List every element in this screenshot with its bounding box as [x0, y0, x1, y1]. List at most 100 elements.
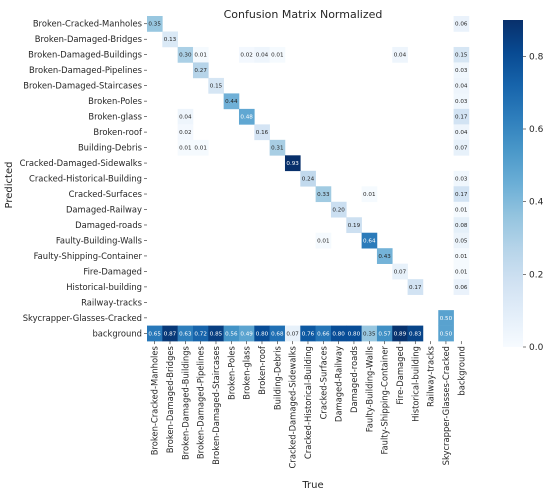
y-tick-label: Broken-Damaged-Bridges	[35, 34, 142, 44]
x-tick-label: Cracked-Historical-Building	[303, 346, 313, 459]
heatmap-cell	[453, 201, 470, 218]
heatmap-cell	[453, 108, 470, 125]
x-tick-label: Broken-Cracked-Manholes	[150, 346, 160, 455]
cell-value-label: 0.08	[455, 223, 468, 229]
x-tick-label: Damaged-roads	[349, 346, 359, 413]
cell-value-label: 0.56	[225, 331, 238, 337]
x-tick-label: Damaged-Railway	[334, 346, 344, 422]
cell-value-label: 0.50	[440, 331, 453, 337]
x-tick-label: Faulty-Shipping-Container	[380, 346, 390, 455]
cell-value-label: 0.20	[332, 208, 345, 214]
cell-value-label: 0.02	[240, 53, 252, 59]
colorbar-tick-label: 0.4	[529, 198, 544, 208]
cell-value-label: 0.03	[455, 177, 468, 183]
heatmap-cell	[192, 62, 209, 79]
heatmap-cell	[147, 325, 163, 342]
cell-value-label: 0.93	[286, 161, 299, 167]
heatmap-cell	[208, 325, 224, 342]
heatmap-cell	[315, 325, 332, 342]
heatmap-cell	[392, 46, 408, 63]
cell-value-label: 0.80	[348, 331, 361, 337]
cell-value-label: 0.17	[455, 192, 468, 198]
heatmap-cell	[238, 108, 255, 125]
heatmap-cell	[254, 325, 270, 342]
heatmap-cell	[330, 201, 347, 218]
x-tick-labels: Broken-Cracked-Manholes Broken-Damaged-Br…	[150, 341, 466, 468]
heatmap-cell	[147, 16, 163, 32]
colorbar-tick-label: 0.8	[529, 52, 544, 62]
y-tick-label: Skycrapper-Glasses-Cracked	[23, 313, 142, 323]
y-axis-label: Predicted	[4, 162, 15, 209]
y-tick-label: Railway-tracks	[81, 297, 142, 307]
y-tick-label: background	[92, 328, 142, 338]
heatmap-cell	[453, 263, 470, 280]
x-tick-label: Broken-glass	[242, 346, 252, 400]
cell-value-label: 0.13	[164, 37, 177, 43]
y-tick-label: Broken-roof	[93, 127, 143, 137]
heatmap-cell	[361, 232, 378, 249]
cell-value-label: 0.02	[179, 130, 191, 136]
heatmap-cells	[147, 16, 470, 342]
y-tick-label: Building-Debris	[78, 143, 142, 153]
heatmap-cell	[361, 325, 378, 342]
colorbar-gradient	[503, 20, 523, 347]
heatmap-cell	[254, 46, 270, 63]
cell-value-label: 0.57	[378, 331, 391, 337]
heatmap-cell	[177, 139, 194, 156]
cell-value-label: 0.15	[210, 84, 223, 90]
heatmap-cell	[453, 279, 470, 295]
cell-value-label: 0.66	[317, 331, 330, 337]
heatmap-cell	[376, 325, 393, 342]
heatmap-cell	[453, 248, 470, 264]
cell-value-label: 0.07	[286, 331, 299, 337]
heatmap-cell	[162, 31, 178, 48]
y-tick-labels: Broken-Cracked-Manholes Broken-Damaged-Br…	[20, 19, 147, 338]
x-tick-label: Historical-building	[410, 346, 420, 422]
y-tick-label: Cracked-Damaged-Sidewalks	[20, 158, 142, 168]
cell-value-label: 0.31	[271, 146, 284, 152]
heatmap-cell	[453, 139, 470, 156]
heatmap-cell	[346, 217, 362, 234]
heatmap-cell	[453, 62, 470, 79]
heatmap-cell	[330, 325, 347, 342]
heatmap-cell	[177, 108, 194, 125]
heatmap-cell	[453, 93, 470, 110]
heatmap-cell	[315, 232, 332, 249]
cell-value-label: 0.76	[302, 331, 315, 337]
x-tick-label: Cracked-Damaged-Sidewalks	[288, 346, 298, 468]
cell-value-label: 0.64	[363, 238, 376, 244]
cell-value-label: 0.04	[179, 115, 192, 121]
heatmap-cell	[254, 124, 270, 141]
heatmap-cell	[438, 310, 454, 326]
heatmap-cell	[192, 139, 209, 156]
x-tick-label: Broken-Damaged-Bridges	[165, 346, 175, 453]
heatmap-cell	[177, 46, 194, 63]
cell-value-label: 0.01	[455, 254, 468, 260]
x-tick-label: Cracked-Surfaces	[318, 346, 328, 419]
cell-value-label: 0.80	[332, 331, 345, 337]
cell-value-label: 0.85	[210, 331, 223, 337]
heatmap-cell	[376, 248, 393, 264]
cell-value-label: 0.16	[256, 130, 269, 136]
cell-value-label: 0.03	[455, 99, 468, 105]
cell-value-label: 0.33	[317, 192, 330, 198]
x-tick-label: Broken-Damaged-Buildings	[180, 346, 190, 460]
cell-value-label: 0.17	[455, 115, 468, 121]
heatmap-cell	[392, 263, 408, 280]
cell-value-label: 0.83	[409, 331, 422, 337]
y-tick-label: Broken-Cracked-Manholes	[33, 19, 142, 29]
cell-value-label: 0.30	[179, 53, 192, 59]
cell-value-label: 0.05	[455, 238, 468, 244]
cell-value-label: 0.01	[317, 238, 330, 244]
heatmap-cell	[177, 325, 194, 342]
heatmap-cell	[269, 139, 286, 156]
y-tick-label: Damaged-roads	[75, 220, 142, 230]
colorbar-tick-label: 0.2	[529, 270, 543, 280]
y-tick-label: Damaged-Railway	[66, 205, 142, 215]
cell-value-label: 0.06	[455, 285, 468, 291]
y-tick-label: Broken-Damaged-Pipelines	[29, 65, 142, 75]
cell-value-label: 0.35	[363, 331, 376, 337]
heatmap-cell	[162, 325, 178, 342]
y-tick-label: Historical-building	[66, 282, 142, 292]
